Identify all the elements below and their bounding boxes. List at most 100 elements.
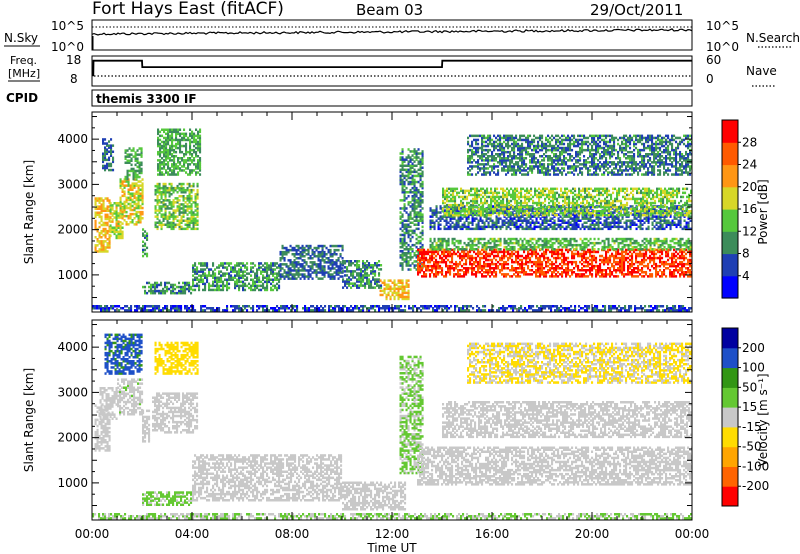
power-cell — [350, 274, 353, 277]
power-cell — [278, 278, 281, 281]
power-cell — [509, 223, 512, 226]
power-cell — [98, 250, 101, 253]
power-cell — [106, 144, 109, 147]
power-cell — [607, 273, 610, 276]
power-cell — [681, 254, 684, 258]
power-cell — [439, 271, 442, 274]
power-cell — [224, 262, 227, 265]
power-cell — [687, 241, 690, 245]
power-cell — [581, 275, 584, 278]
power-cell — [523, 269, 526, 272]
power-cell — [283, 246, 286, 250]
power-cell — [419, 195, 422, 198]
power-cell — [471, 267, 474, 270]
power-cell — [309, 273, 312, 276]
power-cell — [513, 252, 516, 256]
power-cell — [176, 186, 179, 190]
power-cell — [339, 267, 342, 270]
power-cell — [421, 245, 424, 249]
power-cell — [358, 266, 361, 269]
power-cell — [204, 286, 207, 290]
power-cell — [197, 171, 200, 174]
power-cell — [539, 207, 542, 210]
power-cell — [401, 199, 404, 202]
power-cell — [385, 297, 388, 301]
power-cell — [348, 262, 351, 265]
power-cell — [339, 265, 342, 268]
power-cell — [579, 260, 582, 264]
power-cell — [133, 184, 136, 187]
power-cell — [186, 223, 189, 226]
power-cell — [301, 253, 304, 256]
power-cell — [242, 272, 245, 275]
power-cell — [581, 256, 584, 260]
power-cell — [234, 270, 237, 273]
power-cell — [415, 264, 418, 267]
power-cell — [399, 241, 402, 245]
power-cell — [415, 188, 418, 192]
power-cell — [160, 215, 163, 218]
power-cell — [337, 244, 340, 248]
power-cell — [445, 262, 448, 266]
power-cell — [152, 291, 155, 295]
power-cell — [358, 272, 361, 275]
power-cell — [415, 256, 418, 259]
power-cell — [633, 250, 636, 254]
power-cell — [583, 273, 586, 276]
power-cell — [439, 207, 442, 210]
power-cell — [433, 213, 436, 216]
power-cell — [479, 260, 482, 264]
power-cell — [399, 254, 402, 257]
power-cell — [585, 237, 588, 241]
power-cell — [459, 262, 462, 266]
power-cell — [341, 244, 344, 248]
power-cell — [487, 241, 490, 245]
power-cell — [615, 252, 618, 256]
power-cell — [591, 245, 594, 249]
power-cell — [455, 267, 458, 270]
power-cell — [393, 279, 396, 282]
power-cell — [401, 174, 404, 178]
power-cell — [509, 245, 512, 249]
power-cell — [509, 213, 512, 216]
power-cell — [415, 193, 418, 196]
power-cell — [521, 248, 524, 251]
power-cell — [503, 241, 506, 245]
power-cell — [533, 260, 536, 264]
power-cell — [511, 237, 514, 241]
power-cell — [154, 283, 157, 287]
power-cell — [601, 260, 604, 264]
power-cell — [585, 258, 588, 262]
power-cell — [449, 260, 452, 264]
power-cell — [439, 237, 442, 241]
power-cell — [673, 271, 676, 274]
power-cell — [595, 256, 598, 260]
power-cell — [577, 225, 580, 229]
power-cell — [274, 278, 277, 281]
power-cell — [405, 168, 408, 172]
power-cell — [108, 144, 111, 147]
power-cell — [393, 289, 396, 293]
power-cell — [685, 271, 688, 274]
power-cell — [191, 171, 194, 174]
power-cell — [641, 254, 644, 258]
power-cell — [663, 271, 666, 274]
power-cell — [139, 210, 142, 214]
power-cell — [519, 245, 522, 249]
power-cell — [575, 217, 578, 220]
power-cell — [475, 248, 478, 251]
power-cell — [403, 297, 406, 301]
power-cell — [244, 278, 247, 281]
power-cell — [459, 227, 462, 231]
power-cell — [595, 271, 598, 274]
power-cell — [471, 271, 474, 274]
power-cell — [184, 191, 187, 194]
power-cell — [485, 250, 488, 254]
power-cell — [487, 221, 490, 224]
power-cell — [529, 239, 532, 243]
power-cell — [98, 221, 101, 225]
power-cell — [129, 221, 132, 224]
power-cell — [611, 264, 614, 268]
power-cell — [435, 262, 438, 266]
power-cell — [573, 221, 576, 224]
